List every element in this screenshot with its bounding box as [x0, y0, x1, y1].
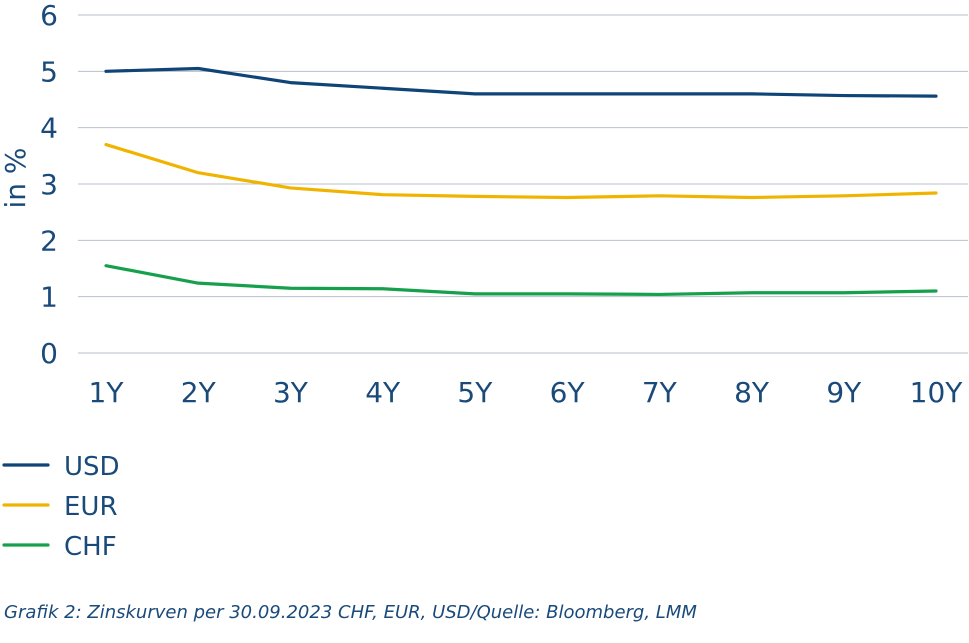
x-tick-label: 5Y [457, 376, 493, 409]
x-tick-label: 1Y [89, 376, 125, 409]
chart-caption: Grafik 2: Zinskurven per 30.09.2023 CHF,… [4, 602, 697, 623]
series-line-eur [104, 142, 938, 200]
x-tick-label: 2Y [181, 376, 217, 409]
legend-label-usd: USD [64, 452, 120, 482]
yield-curve-chart: 0 1 2 3 4 5 6 in % 1Y 2Y 3Y 4Y 5Y 6Y 7Y 8Y 9Y 10Y USD EUR CH… [0, 0, 968, 562]
y-tick-label: 2 [40, 224, 58, 257]
series-line-usd [104, 66, 938, 98]
y-axis-label: in % [0, 147, 32, 208]
legend-label-chf: CHF [64, 532, 117, 562]
x-tick-label: 10Y [910, 376, 964, 409]
y-tick-label: 0 [40, 337, 58, 370]
legend-label-eur: EUR [64, 492, 118, 522]
y-tick-label: 1 [40, 281, 58, 314]
x-tick-label: 9Y [826, 376, 862, 409]
x-tick-label: 8Y [734, 376, 770, 409]
x-tick-label: 3Y [273, 376, 309, 409]
y-tick-label: 5 [40, 55, 58, 88]
x-tick-label: 7Y [642, 376, 678, 409]
x-tick-label: 6Y [550, 376, 586, 409]
y-tick-label: 6 [40, 0, 58, 32]
x-tick-label: 4Y [365, 376, 401, 409]
y-tick-label: 3 [40, 168, 58, 201]
series-line-chf [104, 264, 938, 297]
y-tick-label: 4 [40, 112, 58, 145]
